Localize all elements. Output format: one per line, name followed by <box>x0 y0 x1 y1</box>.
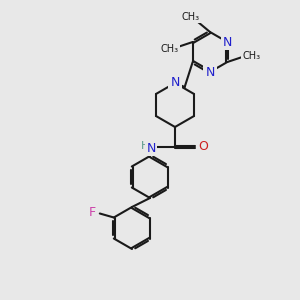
Text: N: N <box>170 76 180 89</box>
Text: N: N <box>223 35 232 49</box>
Text: N: N <box>146 142 156 154</box>
Text: H: H <box>141 141 149 151</box>
Text: CH₃: CH₃ <box>160 44 179 54</box>
Text: CH₃: CH₃ <box>182 12 200 22</box>
Text: F: F <box>88 206 95 219</box>
Text: N: N <box>205 65 215 79</box>
Text: CH₃: CH₃ <box>242 51 260 61</box>
Text: O: O <box>198 140 208 154</box>
